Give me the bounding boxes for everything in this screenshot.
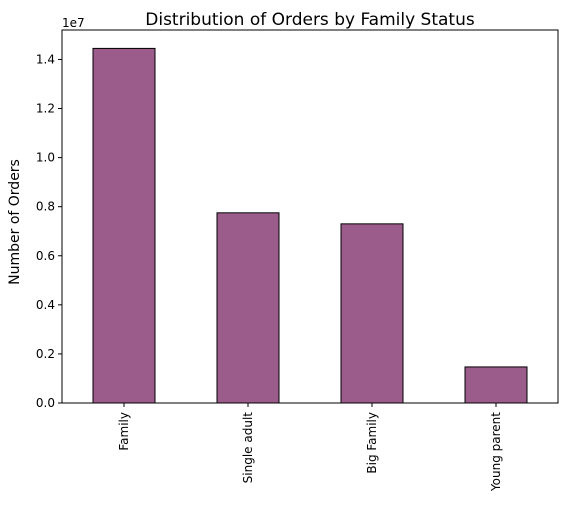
x-axis: Family Single adult Big Family Young parent (117, 403, 503, 492)
y-tick-label: 1.2 (36, 102, 55, 116)
y-offset-label: 1e7 (62, 16, 85, 30)
x-tick-label: Family (117, 412, 131, 451)
y-tick-label: 0.4 (36, 298, 55, 312)
y-tick-label: 0.6 (36, 249, 55, 263)
bar-family (92, 47, 156, 404)
y-tick-label: 0.0 (36, 396, 55, 410)
y-axis-label: Number of Orders (7, 159, 23, 285)
bar-big-family (340, 223, 404, 404)
bar-young-parent (464, 366, 528, 404)
bars-group (92, 47, 528, 404)
y-tick-label: 0.8 (36, 200, 55, 214)
chart-title: Distribution of Orders by Family Status (145, 10, 475, 30)
bar-single-adult (216, 212, 280, 404)
y-tick-label: 1.4 (36, 52, 55, 66)
x-tick-label: Young parent (489, 412, 503, 492)
y-tick-label: 0.2 (36, 347, 55, 361)
x-tick-label: Big Family (365, 412, 379, 474)
x-tick-label: Single adult (241, 412, 255, 484)
y-axis: 0.0 0.2 0.4 0.6 0.8 1.0 1.2 1.4 (36, 52, 62, 410)
y-tick-label: 1.0 (36, 151, 55, 165)
plot-frame (61, 29, 559, 404)
